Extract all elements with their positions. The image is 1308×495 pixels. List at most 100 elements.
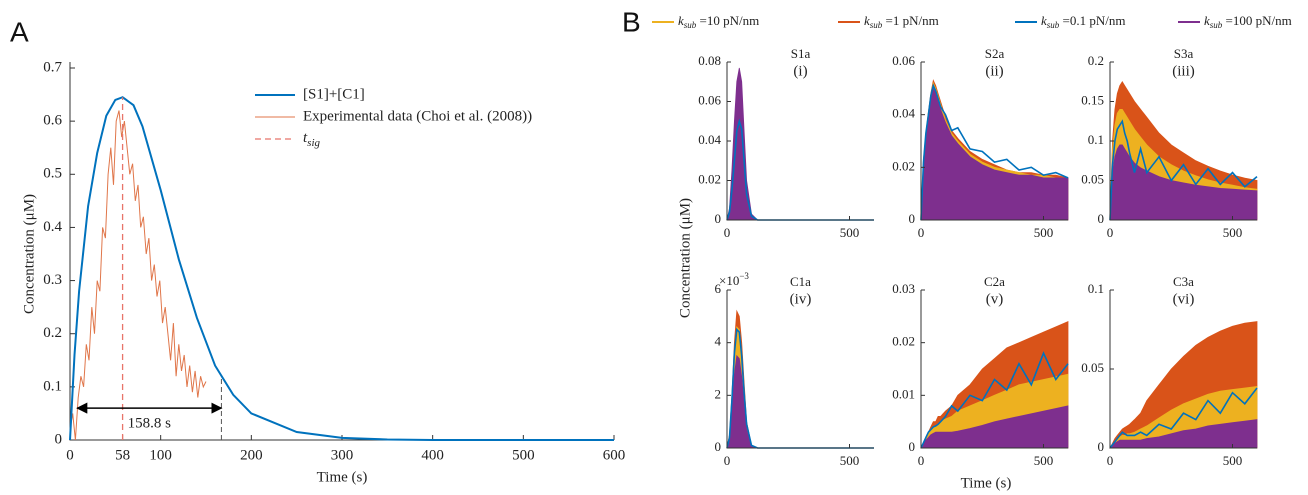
y-tick-label: 0.02 xyxy=(698,171,721,186)
symbol: k xyxy=(1041,13,1047,28)
area-series xyxy=(726,309,874,449)
area-series xyxy=(726,67,874,221)
y-tick-label: 0.04 xyxy=(892,106,915,121)
line-series xyxy=(726,327,874,449)
subplot-subtitle: (i) xyxy=(793,63,807,79)
y-tick-label: 0.05 xyxy=(1081,171,1104,186)
symbol: t xyxy=(303,130,308,146)
subscript: sub xyxy=(1047,20,1060,30)
y-tick-label: 0.15 xyxy=(1081,92,1104,107)
symbol: k xyxy=(1204,13,1210,28)
y-tick-label: 6 xyxy=(715,281,722,296)
x-tick-label: 500 xyxy=(1034,225,1054,240)
label: =100 pN/nm xyxy=(1222,13,1291,28)
y-tick-label: 0.08 xyxy=(698,53,721,68)
axis-multiplier: ×10−3 xyxy=(719,271,749,288)
panel-label: B xyxy=(622,6,641,37)
x-tick-label: 500 xyxy=(840,225,860,240)
y-tick-label: 0.02 xyxy=(892,158,915,173)
y-tick-label: 0 xyxy=(909,211,916,226)
line-series xyxy=(69,110,207,441)
x-tick-label: 300 xyxy=(331,447,354,463)
x-axis-label: Time (s) xyxy=(961,475,1012,491)
line-series xyxy=(920,83,1069,221)
subscript: sub xyxy=(684,20,697,30)
subplot-subtitle: (ii) xyxy=(985,63,1003,79)
label: =1 pN/nm xyxy=(882,13,938,28)
x-tick-label: 500 xyxy=(512,447,535,463)
y-tick-label: 0.6 xyxy=(43,113,62,129)
y-tick-label: 0.2 xyxy=(1088,53,1104,68)
y-tick-label: 0.1 xyxy=(1088,132,1104,147)
area-series xyxy=(1109,419,1258,449)
y-tick-label: 0.06 xyxy=(698,92,721,107)
y-tick-label: 0.7 xyxy=(43,59,62,75)
y-tick-label: 0.03 xyxy=(892,281,915,296)
y-tick-label: 0.4 xyxy=(43,219,62,235)
line-series xyxy=(920,351,1069,449)
y-tick-label: 0.01 xyxy=(892,386,915,401)
symbol: k xyxy=(678,13,684,28)
subplot-title: S3a xyxy=(1174,46,1194,61)
y-axis-label: Concentration (μM) xyxy=(677,198,693,318)
y-tick-label: 2 xyxy=(715,386,722,401)
legend-label: ksub =1 pN/nm xyxy=(864,13,939,30)
area-series xyxy=(920,405,1069,449)
x-tick-label: 0 xyxy=(1107,225,1114,240)
y-tick-label: 0.3 xyxy=(43,272,62,288)
legend-label: ksub =100 pN/nm xyxy=(1204,13,1292,30)
x-tick-label: 58 xyxy=(115,447,130,463)
legend-label: [S1]+[C1] xyxy=(303,86,365,102)
x-tick-label: 500 xyxy=(1223,453,1243,468)
y-axis-label: Concentration (μM) xyxy=(21,194,37,314)
x-tick-label: 200 xyxy=(240,447,263,463)
subplot-title: S2a xyxy=(985,46,1005,61)
y-tick-label: 0.1 xyxy=(1088,281,1104,296)
x-tick-label: 0 xyxy=(724,453,731,468)
y-tick-label: 0 xyxy=(715,211,722,226)
x-tick-label: 100 xyxy=(149,447,172,463)
x-axis-label: Time (s) xyxy=(317,469,368,485)
area-series xyxy=(726,325,874,449)
legend-label: ksub =0.1 pN/nm xyxy=(1041,13,1126,30)
legend-label: tsig xyxy=(303,130,321,148)
y-tick-label: 0 xyxy=(55,431,63,447)
subscript: sub xyxy=(1210,20,1223,30)
axis-line xyxy=(726,290,874,449)
legend-label: Experimental data (Choi et al. (2008)) xyxy=(303,108,532,124)
y-tick-label: 0.5 xyxy=(43,166,62,182)
subplot-subtitle: (vi) xyxy=(1173,291,1195,307)
x-tick-label: 0 xyxy=(66,447,74,463)
x-tick-label: 0 xyxy=(918,225,925,240)
y-tick-label: 0.06 xyxy=(892,53,915,68)
subscript: sub xyxy=(870,20,883,30)
multiplier-exponent: −3 xyxy=(739,271,749,281)
line-series xyxy=(1109,119,1258,221)
y-tick-label: 0.04 xyxy=(698,132,721,147)
y-tick-label: 0 xyxy=(1098,439,1105,454)
multiplier-base: ×10 xyxy=(719,273,739,288)
y-tick-label: 0.2 xyxy=(43,325,62,341)
subplot-title: C3a xyxy=(1173,274,1194,289)
x-tick-label: 500 xyxy=(840,453,860,468)
y-tick-label: 0 xyxy=(1098,211,1105,226)
subplot-title: C1a xyxy=(790,274,811,289)
x-tick-label: 400 xyxy=(421,447,444,463)
legend-label: ksub =10 pN/nm xyxy=(678,13,759,30)
y-tick-label: 4 xyxy=(715,334,722,349)
x-tick-label: 500 xyxy=(1223,225,1243,240)
line-series xyxy=(1109,387,1258,449)
x-tick-label: 0 xyxy=(1107,453,1114,468)
label: =10 pN/nm xyxy=(696,13,759,28)
y-tick-label: 0.02 xyxy=(892,334,915,349)
y-tick-label: 0.05 xyxy=(1081,360,1104,375)
subplot-title: S1a xyxy=(791,46,811,61)
line-series xyxy=(69,96,614,441)
y-tick-label: 0 xyxy=(909,439,916,454)
annotation-label: 158.8 s xyxy=(128,416,172,432)
subplot-subtitle: (iii) xyxy=(1172,63,1195,79)
label: =0.1 pN/nm xyxy=(1059,13,1125,28)
subplot-subtitle: (v) xyxy=(986,291,1004,307)
y-tick-label: 0.1 xyxy=(43,378,62,394)
